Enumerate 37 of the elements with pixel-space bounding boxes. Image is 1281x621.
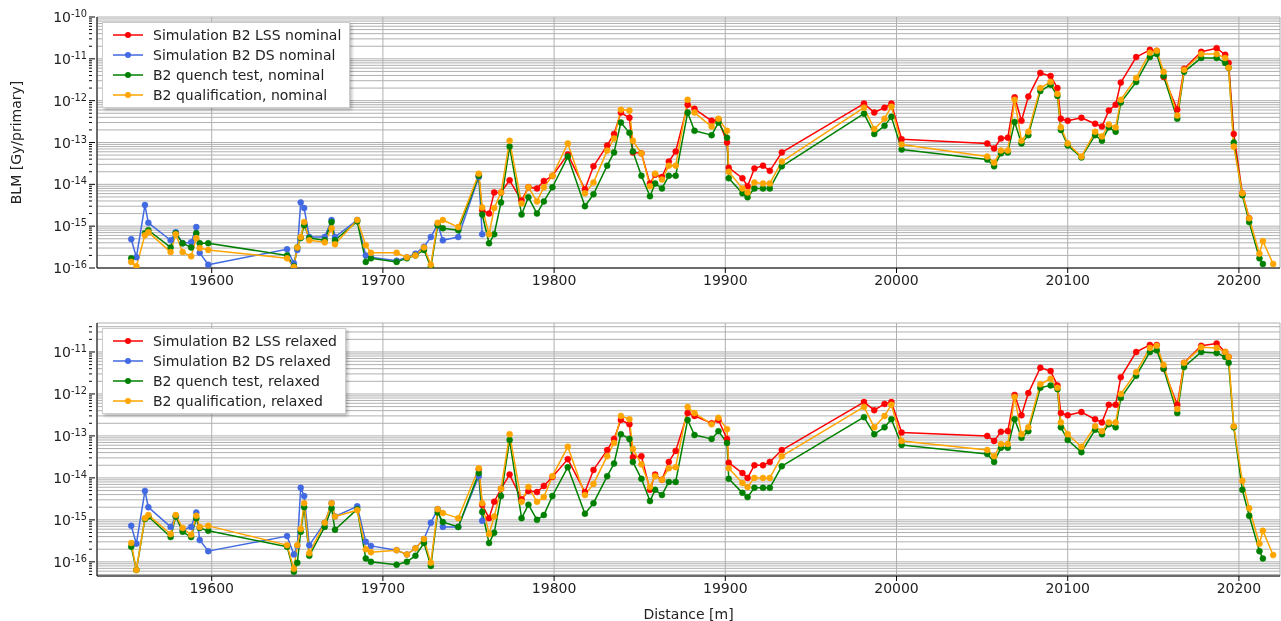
y-axis-title: BLM [Gy/primary] [7,80,24,205]
y-tick-label: 10$^{-11}$ [53,342,87,360]
x-tick-label: 19600 [189,579,234,596]
x-tick-label: 20000 [874,579,919,596]
legend-label: Simulation B2 LSS nominal [153,26,342,45]
y-tick-label: 10$^{-16}$ [53,258,87,276]
legend-label: B2 quench test, nominal [153,66,325,85]
y-tick-label: 10$^{-16}$ [53,552,87,570]
x-tick-label: 19900 [703,271,748,288]
legend-label: B2 qualification, relaxed [153,392,323,411]
x-tick-label: 19700 [360,271,406,288]
legend-label: Simulation B2 DS relaxed [153,352,331,371]
y-tick-label: 10$^{-12}$ [53,384,87,402]
x-tick-label: 19600 [189,271,234,288]
legend-label: Simulation B2 DS nominal [153,46,336,65]
y-tick-label: 10$^{-11}$ [53,49,87,67]
x-tick-label: 20200 [1216,579,1262,596]
x-tick-label: 19700 [360,579,406,596]
x-tick-label: 19800 [531,271,577,288]
x-axis-title: Distance [m] [643,606,734,621]
y-tick-label: 10$^{-14}$ [53,468,87,486]
x-tick-label: 19900 [703,579,748,596]
y-tick-label: 10$^{-15}$ [53,510,87,528]
x-tick-label: 20000 [874,271,919,288]
legend-label: Simulation B2 LSS relaxed [153,332,337,351]
x-tick-label: 20100 [1045,271,1090,288]
y-tick-label: 10$^{-10}$ [53,7,87,25]
x-tick-label: 19800 [531,579,577,596]
y-tick-label: 10$^{-13}$ [53,426,87,444]
legend-label: B2 quench test, relaxed [153,372,320,391]
x-tick-label: 20200 [1216,271,1262,288]
y-tick-label: 10$^{-13}$ [53,133,87,151]
y-tick-label: 10$^{-12}$ [53,91,87,109]
legend-label: B2 qualification, nominal [153,86,328,105]
y-tick-label: 10$^{-15}$ [53,216,87,235]
x-tick-label: 20100 [1045,579,1090,596]
y-tick-label: 10$^{-14}$ [53,174,87,193]
